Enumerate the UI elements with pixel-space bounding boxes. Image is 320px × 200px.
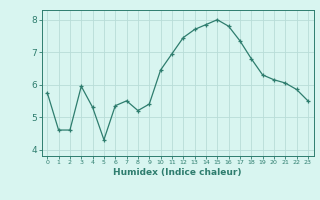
- X-axis label: Humidex (Indice chaleur): Humidex (Indice chaleur): [113, 168, 242, 177]
